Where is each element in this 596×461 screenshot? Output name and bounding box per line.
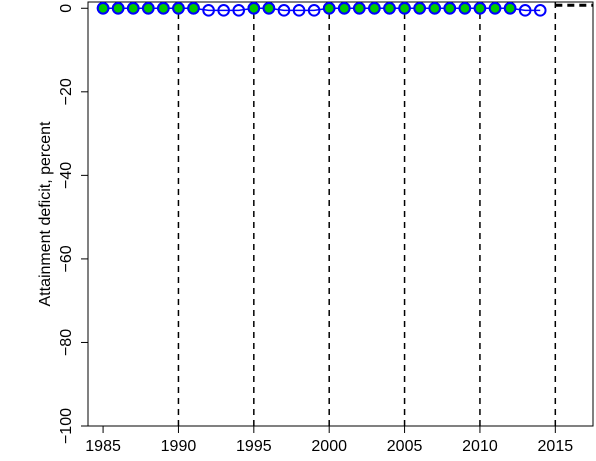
filled-circle-point <box>337 1 351 15</box>
open-circle-point <box>533 4 547 17</box>
x-tick-label: 2000 <box>311 438 347 455</box>
y-tick-label: 0 <box>58 4 75 13</box>
open-circle-point <box>202 4 215 17</box>
y-tick-label: −20 <box>58 78 75 105</box>
filled-circle-point <box>398 1 411 15</box>
filled-circle-point <box>458 1 472 15</box>
filled-circle-point <box>473 1 487 15</box>
filled-circle-point <box>157 1 170 15</box>
filled-circle-point <box>247 1 261 15</box>
x-tick-label: 1995 <box>236 438 272 455</box>
plot-frame <box>87 1 594 427</box>
filled-circle-point <box>111 1 125 15</box>
filled-circle-point <box>262 1 276 15</box>
filled-circle-point <box>353 1 366 15</box>
filled-circle-point <box>141 1 155 15</box>
filled-circle-point <box>503 1 517 15</box>
open-circle-point <box>307 4 321 17</box>
y-axis-title: Attainment deficit, percent <box>37 121 54 307</box>
filled-circle-point <box>126 1 140 15</box>
filled-circle-point <box>383 1 396 15</box>
open-circle-point <box>217 4 230 17</box>
filled-circle-point <box>96 1 110 15</box>
open-circle-point <box>292 4 306 17</box>
x-tick-label: 2015 <box>538 438 574 455</box>
filled-circle-point <box>368 1 381 15</box>
filled-circle-point <box>322 1 336 15</box>
y-tick-label: −100 <box>58 408 75 444</box>
x-tick-label: 1985 <box>85 438 121 455</box>
filled-circle-point <box>443 1 457 15</box>
open-circle-point <box>232 4 246 17</box>
filled-circle-point <box>488 1 502 15</box>
filled-circle-point <box>187 1 200 15</box>
filled-circle-point <box>413 1 426 15</box>
y-tick-label: −60 <box>58 245 75 272</box>
x-tick-label: 1990 <box>161 438 197 455</box>
filled-circle-point <box>172 1 185 15</box>
open-circle-point <box>277 4 291 17</box>
open-circle-point <box>518 4 532 17</box>
y-tick-label: −40 <box>58 162 75 189</box>
filled-circle-point <box>428 1 442 15</box>
y-tick-label: −80 <box>58 329 75 356</box>
x-tick-label: 2005 <box>387 438 423 455</box>
x-tick-label: 2010 <box>462 438 498 455</box>
